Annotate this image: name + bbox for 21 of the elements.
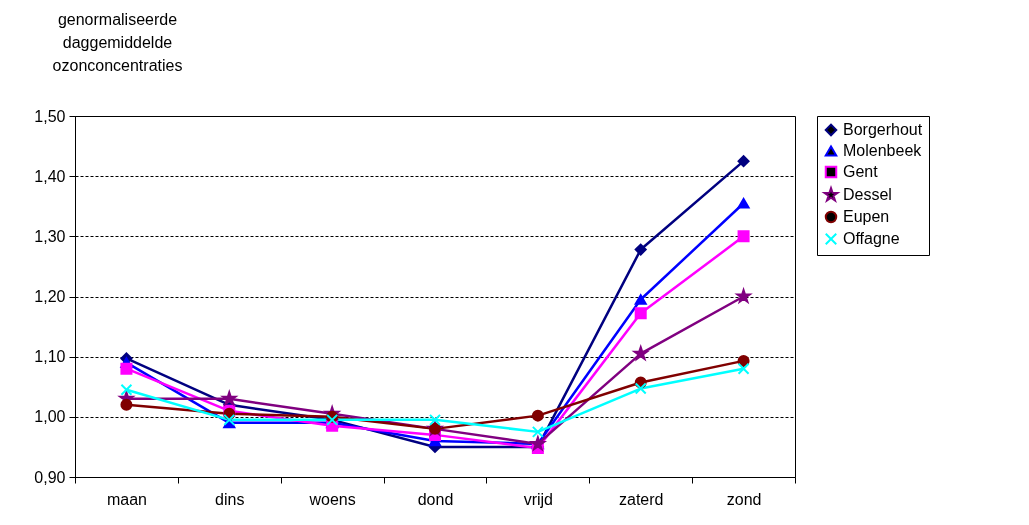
legend-label: Gent — [843, 163, 879, 180]
x-tick-label: dins — [215, 490, 245, 508]
y-tick-label: 0,90 — [34, 468, 66, 486]
x-tick-label: zaterd — [618, 490, 664, 508]
x-tick-label: dond — [417, 490, 454, 508]
legend-label: Borgerhout — [843, 121, 923, 138]
y-tick-label: 1,20 — [34, 288, 66, 305]
x-tick-label: maan — [106, 490, 147, 508]
x-tick-label: zond — [726, 490, 762, 508]
legend-label: Dessel — [843, 186, 892, 203]
y-tick-label: 1,40 — [34, 167, 66, 185]
legend-label: Eupen — [843, 208, 890, 225]
y-tick-label: 1,30 — [34, 227, 66, 245]
y-tick-label: 1,50 — [34, 107, 66, 125]
y-tick-label: 1,00 — [34, 408, 66, 426]
y-tick-label: 1,10 — [34, 348, 66, 366]
y-axis-title: genormaliseerde daggemiddelde ozonconcentraties — [52, 10, 183, 74]
legend-label: Molenbeek — [843, 142, 923, 159]
legend-label: Offagne — [843, 230, 900, 247]
x-tick-label: woens — [308, 490, 356, 508]
x-tick-label: vrijd — [523, 490, 554, 508]
